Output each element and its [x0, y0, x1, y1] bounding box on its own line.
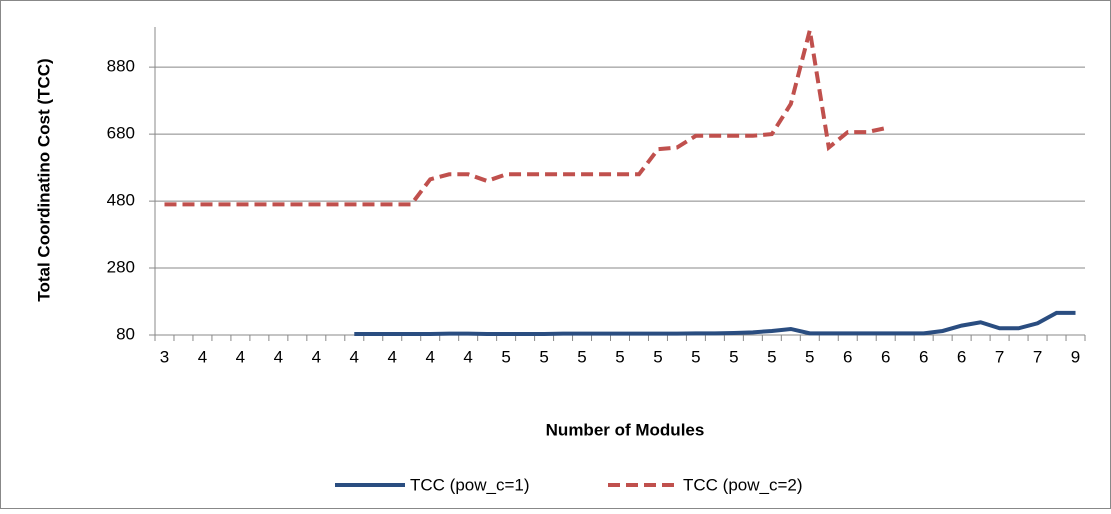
x-tick-label: 4 — [388, 347, 397, 366]
x-tick-label: 5 — [691, 347, 700, 366]
x-tick-label: 4 — [463, 347, 472, 366]
x-tick-label: 4 — [236, 347, 245, 366]
x-tick-label: 4 — [312, 347, 321, 366]
x-tick-label: 5 — [501, 347, 510, 366]
x-axis-title: Number of Modules — [546, 420, 705, 439]
x-tick-label: 7 — [1033, 347, 1042, 366]
series-line — [354, 310, 1076, 336]
x-tick-label: 5 — [539, 347, 548, 366]
x-tick-label: 4 — [350, 347, 359, 366]
x-tick-label: 5 — [805, 347, 814, 366]
x-tick-label: 5 — [729, 347, 738, 366]
x-tick-label: 5 — [577, 347, 586, 366]
legend-label: TCC (pow_c=1) — [410, 475, 530, 494]
x-tick-label: 3 — [160, 347, 169, 366]
y-tick-label: 480 — [107, 191, 135, 210]
x-tick-label: 6 — [843, 347, 852, 366]
series-line — [164, 29, 887, 207]
x-tick-label: 6 — [919, 347, 928, 366]
x-tick-label: 6 — [881, 347, 890, 366]
y-tick-label: 680 — [107, 124, 135, 143]
x-tick-label: 9 — [1071, 347, 1080, 366]
x-tick-label: 7 — [995, 347, 1004, 366]
y-tick-label: 280 — [107, 258, 135, 277]
y-axis-title: Total Coordinatino Cost (TCC) — [34, 58, 53, 301]
y-tick-label: 880 — [107, 57, 135, 76]
x-tick-label: 4 — [425, 347, 434, 366]
legend-label: TCC (pow_c=2) — [683, 475, 803, 494]
x-tick-label: 5 — [767, 347, 776, 366]
x-tick-label: 4 — [274, 347, 283, 366]
x-tick-label: 5 — [653, 347, 662, 366]
y-tick-label: 80 — [116, 324, 135, 343]
x-tick-label: 4 — [198, 347, 207, 366]
x-tick-label: 6 — [957, 347, 966, 366]
x-tick-label: 5 — [615, 347, 624, 366]
